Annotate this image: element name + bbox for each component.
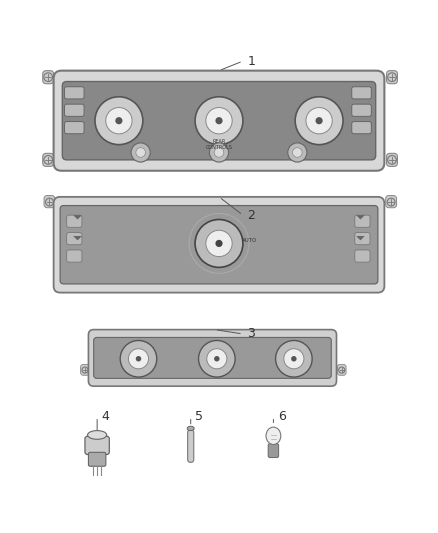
Circle shape: [215, 240, 223, 247]
Text: 1: 1: [247, 54, 255, 68]
Circle shape: [306, 108, 332, 134]
Circle shape: [106, 108, 132, 134]
Circle shape: [276, 341, 312, 377]
FancyBboxPatch shape: [88, 329, 336, 386]
Circle shape: [339, 367, 345, 373]
FancyBboxPatch shape: [43, 71, 53, 84]
Circle shape: [387, 198, 395, 206]
FancyBboxPatch shape: [352, 87, 371, 99]
FancyBboxPatch shape: [67, 232, 82, 245]
Ellipse shape: [187, 426, 194, 431]
Polygon shape: [356, 236, 365, 240]
FancyBboxPatch shape: [386, 196, 396, 208]
FancyBboxPatch shape: [187, 430, 194, 462]
Polygon shape: [73, 236, 82, 240]
Text: 6: 6: [278, 410, 286, 423]
FancyBboxPatch shape: [60, 206, 378, 284]
FancyBboxPatch shape: [81, 365, 89, 375]
FancyBboxPatch shape: [85, 436, 110, 455]
Polygon shape: [356, 215, 365, 220]
Circle shape: [209, 143, 229, 162]
Circle shape: [214, 148, 224, 157]
FancyBboxPatch shape: [62, 82, 376, 160]
Circle shape: [136, 356, 141, 361]
Circle shape: [284, 349, 304, 369]
Text: 5: 5: [195, 410, 203, 423]
FancyBboxPatch shape: [337, 365, 346, 375]
FancyBboxPatch shape: [53, 197, 385, 293]
Circle shape: [215, 117, 223, 124]
Ellipse shape: [266, 427, 281, 445]
Circle shape: [115, 117, 123, 124]
Circle shape: [291, 356, 297, 361]
FancyBboxPatch shape: [387, 154, 397, 166]
Circle shape: [44, 73, 53, 82]
FancyBboxPatch shape: [67, 215, 82, 228]
Text: REAR
CONTROLS: REAR CONTROLS: [205, 139, 233, 150]
Text: 3: 3: [247, 327, 255, 341]
FancyBboxPatch shape: [88, 453, 106, 466]
Text: 4: 4: [102, 410, 110, 423]
Text: AUTO: AUTO: [242, 238, 257, 243]
FancyBboxPatch shape: [64, 87, 84, 99]
Text: 2: 2: [247, 208, 255, 222]
FancyBboxPatch shape: [67, 250, 82, 262]
FancyBboxPatch shape: [355, 250, 370, 262]
FancyBboxPatch shape: [43, 154, 53, 166]
Polygon shape: [73, 215, 82, 220]
Circle shape: [293, 148, 302, 157]
Circle shape: [207, 349, 227, 369]
FancyBboxPatch shape: [64, 104, 84, 116]
Circle shape: [214, 356, 219, 361]
FancyBboxPatch shape: [387, 71, 397, 84]
Circle shape: [206, 108, 232, 134]
FancyBboxPatch shape: [352, 104, 371, 116]
Circle shape: [131, 143, 150, 162]
Circle shape: [136, 148, 145, 157]
FancyBboxPatch shape: [64, 122, 84, 134]
FancyBboxPatch shape: [53, 71, 385, 171]
Circle shape: [315, 117, 323, 124]
Ellipse shape: [88, 431, 107, 439]
Circle shape: [206, 230, 232, 256]
Circle shape: [198, 341, 235, 377]
Circle shape: [95, 97, 143, 144]
Circle shape: [195, 220, 243, 268]
Circle shape: [46, 198, 53, 206]
Circle shape: [295, 97, 343, 144]
Circle shape: [388, 73, 396, 82]
Circle shape: [128, 349, 148, 369]
FancyBboxPatch shape: [352, 122, 371, 134]
Circle shape: [195, 97, 243, 144]
FancyBboxPatch shape: [44, 196, 55, 208]
Circle shape: [120, 341, 157, 377]
FancyBboxPatch shape: [94, 337, 331, 378]
Circle shape: [388, 156, 396, 164]
Circle shape: [288, 143, 307, 162]
FancyBboxPatch shape: [268, 443, 279, 457]
Circle shape: [44, 156, 53, 164]
FancyBboxPatch shape: [355, 232, 370, 245]
Circle shape: [82, 367, 88, 373]
FancyBboxPatch shape: [355, 215, 370, 228]
